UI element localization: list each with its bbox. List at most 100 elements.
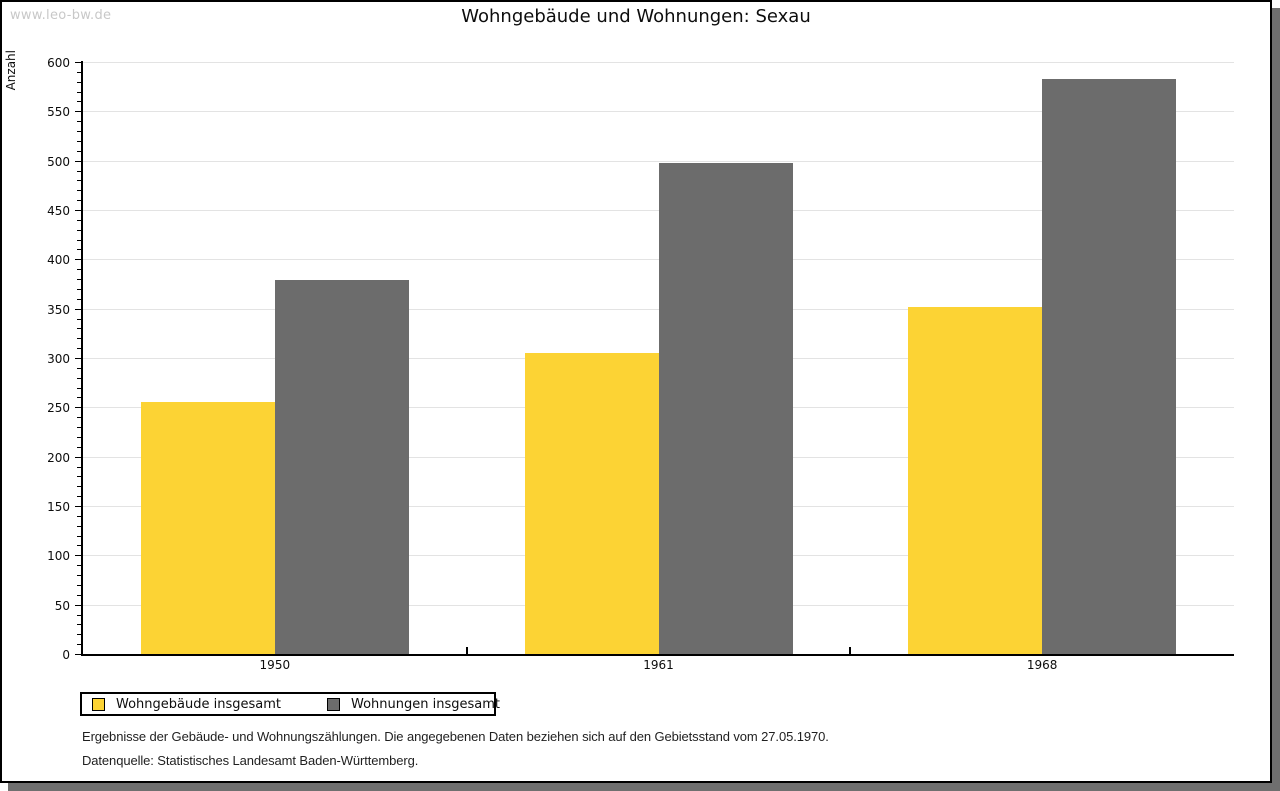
y-minor-tick xyxy=(77,397,81,399)
y-minor-tick xyxy=(77,515,81,517)
y-minor-tick xyxy=(77,575,81,577)
y-axis-line xyxy=(81,61,83,656)
y-minor-tick xyxy=(77,249,81,251)
y-major-tick xyxy=(75,654,81,655)
legend-label-wohnungen: Wohnungen insgesamt xyxy=(351,696,500,712)
y-major-tick xyxy=(75,62,81,63)
bar-wohnungen-1961 xyxy=(658,162,793,654)
y-minor-tick xyxy=(77,140,81,142)
y-minor-tick xyxy=(77,614,81,616)
y-tick-label: 400 xyxy=(47,253,70,268)
y-minor-tick xyxy=(77,200,81,202)
y-minor-tick xyxy=(77,644,81,646)
y-minor-tick xyxy=(77,417,81,419)
bar-wohngebaeude-1950 xyxy=(140,402,275,654)
y-tick-label: 200 xyxy=(47,450,70,465)
gridline xyxy=(83,160,1234,162)
y-minor-tick xyxy=(77,288,81,290)
y-tick-label: 50 xyxy=(54,598,70,613)
legend-item-wohnungen: Wohnungen insgesamt xyxy=(327,697,500,712)
x-separator-tick xyxy=(849,647,852,654)
y-minor-tick xyxy=(77,219,81,221)
y-minor-tick xyxy=(77,91,81,93)
y-major-tick xyxy=(75,308,81,310)
y-minor-tick xyxy=(77,545,81,547)
y-major-tick xyxy=(75,358,81,359)
y-minor-tick xyxy=(77,427,81,429)
y-minor-tick xyxy=(77,466,81,468)
y-tick-label: 150 xyxy=(47,500,70,514)
y-minor-tick xyxy=(77,496,81,498)
y-minor-tick xyxy=(77,387,81,389)
y-major-tick xyxy=(75,407,81,409)
y-minor-tick xyxy=(77,318,81,320)
legend: Wohngebäude insgesamt Wohnungen insgesam… xyxy=(80,692,500,716)
x-tick-label: 1961 xyxy=(643,658,674,672)
bar-wohnungen-1950 xyxy=(274,280,409,654)
y-major-tick xyxy=(75,259,81,261)
y-minor-tick xyxy=(77,584,81,586)
y-minor-tick xyxy=(77,535,81,537)
y-tick-label: 600 xyxy=(47,56,70,70)
y-minor-tick xyxy=(77,594,81,596)
y-minor-tick xyxy=(77,436,81,438)
watermark: www.leo-bw.de xyxy=(10,8,112,23)
y-tick-label: 100 xyxy=(47,549,70,564)
y-major-tick xyxy=(75,506,81,507)
y-minor-tick xyxy=(77,348,81,350)
y-minor-tick xyxy=(77,328,81,330)
y-major-tick xyxy=(75,604,81,606)
y-minor-tick xyxy=(77,338,81,340)
legend-swatch-wohnungen-icon xyxy=(327,697,340,711)
legend-label-wohngebaeude: Wohngebäude insgesamt xyxy=(116,696,281,712)
y-minor-tick xyxy=(77,279,81,281)
y-tick-label: 500 xyxy=(47,154,70,169)
y-minor-tick xyxy=(77,131,81,133)
x-axis-line xyxy=(81,654,1234,656)
y-minor-tick xyxy=(77,446,81,448)
y-major-tick xyxy=(75,160,81,162)
y-minor-tick xyxy=(77,624,81,626)
chart-title: Wohngebäude und Wohnungen: Sexau xyxy=(461,6,811,27)
y-tick-label: 350 xyxy=(47,302,70,317)
y-minor-tick xyxy=(77,486,81,488)
plot-area: 1950 1961 1968 0 50 100 150 200 250 300 350 400 450 5… xyxy=(47,56,1234,672)
y-minor-tick xyxy=(77,190,81,192)
legend-item-wohngebaeude: Wohngebäude insgesamt xyxy=(92,697,281,712)
y-minor-tick xyxy=(77,367,81,369)
y-minor-tick xyxy=(77,476,81,478)
y-minor-tick xyxy=(77,239,81,241)
y-minor-tick xyxy=(77,525,81,527)
footnote-datenquelle: Datenquelle: Statistisches Landesamt Bad… xyxy=(82,753,419,768)
y-minor-tick xyxy=(77,565,81,567)
y-minor-tick xyxy=(77,269,81,271)
y-axis-title: Anzahl xyxy=(4,50,18,91)
y-minor-tick xyxy=(77,377,81,379)
bar-wohngebaeude-1961 xyxy=(524,353,659,654)
y-minor-tick xyxy=(77,180,81,182)
y-tick-label: 300 xyxy=(47,352,70,366)
bar-wohnungen-1968 xyxy=(1042,78,1177,654)
y-minor-tick xyxy=(77,121,81,123)
y-minor-tick xyxy=(77,298,81,300)
y-minor-tick xyxy=(77,101,81,103)
y-major-tick xyxy=(75,456,81,458)
y-major-tick xyxy=(75,210,81,211)
y-minor-tick xyxy=(77,81,81,83)
x-tick-label: 1950 xyxy=(259,658,291,672)
x-separator-tick xyxy=(465,647,468,654)
y-tick-label: 250 xyxy=(47,401,70,416)
x-tick-label: 1968 xyxy=(1026,658,1058,672)
legend-swatch-wohngebaeude-icon xyxy=(92,697,105,711)
gridline xyxy=(83,62,1234,63)
y-minor-tick xyxy=(77,229,81,231)
y-minor-tick xyxy=(77,71,81,73)
gridline xyxy=(83,111,1234,113)
y-minor-tick xyxy=(77,150,81,152)
y-major-tick xyxy=(75,555,81,557)
bar-wohngebaeude-1968 xyxy=(908,306,1043,654)
y-major-tick xyxy=(75,111,81,113)
y-minor-tick xyxy=(77,634,81,636)
y-tick-label: 0 xyxy=(62,648,70,662)
